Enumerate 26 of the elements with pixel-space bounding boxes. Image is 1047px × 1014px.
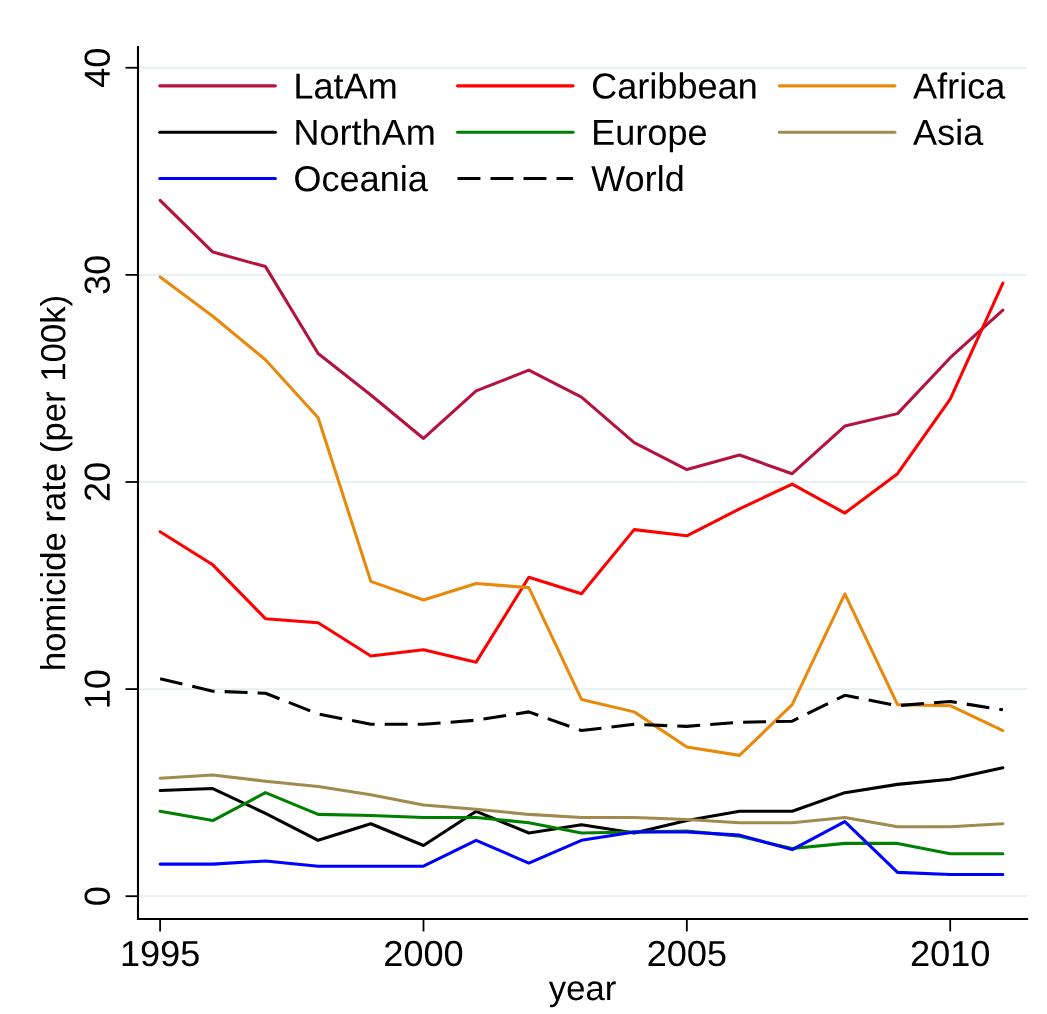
x-tick-label: 2000 bbox=[385, 940, 463, 967]
legend-label: Oceania bbox=[295, 164, 428, 192]
line-series bbox=[158, 677, 1005, 733]
legend-label: LatAm bbox=[296, 73, 396, 99]
legend-label: Africa bbox=[913, 72, 1006, 99]
y-axis-title: homicide rate (per 100k) bbox=[40, 296, 73, 669]
y-tick-label: 40 bbox=[84, 49, 111, 88]
x-tick-label: 1995 bbox=[122, 940, 199, 967]
line-series bbox=[158, 281, 1005, 664]
line-series bbox=[158, 820, 1005, 876]
y-tick-label: 0 bbox=[84, 887, 111, 905]
y-tick-label: 10 bbox=[84, 670, 111, 707]
line-series bbox=[158, 766, 1005, 847]
x-tick-label: 2005 bbox=[648, 940, 726, 967]
legend-label: World bbox=[591, 164, 683, 192]
legend-label: Asia bbox=[913, 118, 984, 146]
line-series bbox=[158, 275, 1005, 757]
legend-label: Europe bbox=[594, 119, 706, 153]
line-series bbox=[158, 773, 1005, 829]
y-tick-label: 30 bbox=[84, 256, 111, 294]
x-axis-title: year bbox=[548, 981, 616, 1008]
y-tick-label: 20 bbox=[84, 463, 111, 501]
legend-label: NorthAm bbox=[296, 118, 434, 146]
legend-label: Caribbean bbox=[592, 72, 756, 99]
x-tick-label: 2010 bbox=[911, 940, 989, 967]
line-series bbox=[158, 198, 1005, 476]
